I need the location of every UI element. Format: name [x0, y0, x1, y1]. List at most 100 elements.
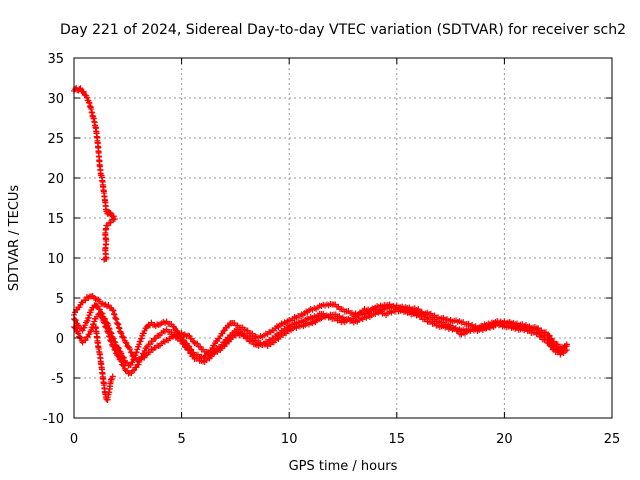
data-point: [88, 327, 95, 333]
data-point: [101, 316, 108, 323]
data-point: [115, 321, 122, 328]
data-point: [205, 351, 212, 357]
y-tick-label-8: 30: [47, 92, 64, 107]
data-point: [550, 342, 557, 349]
data-point: [546, 336, 553, 343]
data-point: [85, 314, 92, 321]
data-point: [101, 256, 108, 263]
data-point: [135, 343, 142, 350]
chart-title: Day 221 of 2024, Sidereal Day-to-day VTE…: [60, 22, 626, 38]
data-point: [147, 341, 154, 348]
data-point: [105, 322, 112, 329]
y-tick-label-7: 25: [47, 132, 64, 147]
data-point: [102, 255, 109, 262]
x-tick-labels: 0 5 10 15 20 25: [70, 432, 620, 447]
data-point: [542, 332, 549, 339]
y-tick-label-0: -10: [43, 412, 64, 427]
data-point: [120, 334, 127, 341]
data-points: [71, 84, 570, 403]
data-point: [110, 307, 117, 314]
data-point: [105, 302, 112, 309]
data-point: [139, 353, 146, 360]
data-point: [109, 307, 116, 313]
series-early-dip: [92, 323, 116, 403]
data-point: [106, 325, 113, 332]
data-point: [108, 330, 115, 337]
data-point: [126, 346, 133, 353]
y-tick-label-3: 5: [56, 292, 64, 307]
data-point: [112, 339, 119, 346]
plot-frame: [73, 57, 613, 419]
data-point: [115, 345, 122, 352]
data-point: [563, 341, 570, 348]
data-point: [96, 306, 103, 313]
data-point: [118, 330, 125, 337]
data-point: [71, 316, 78, 323]
data-point: [82, 337, 89, 344]
data-point: [110, 310, 117, 317]
data-point: [109, 373, 116, 380]
data-point: [77, 85, 84, 92]
data-point: [120, 354, 127, 361]
data-point: [133, 349, 140, 356]
data-point: [118, 350, 125, 357]
data-point: [147, 349, 154, 356]
data-point: [114, 320, 121, 327]
data-point: [116, 325, 123, 332]
data-point: [186, 343, 193, 350]
data-point: [118, 358, 125, 365]
data-point: [111, 338, 118, 345]
y-tick-label-1: -5: [51, 372, 64, 387]
y-axis-label: SDTVAR / TECUs: [7, 185, 22, 292]
data-point: [75, 330, 82, 337]
data-point: [188, 346, 195, 353]
data-point: [109, 335, 116, 341]
data-point: [120, 334, 127, 341]
data-point: [115, 324, 122, 331]
x-tick-label-1: 5: [177, 432, 185, 447]
data-point: [180, 337, 187, 344]
data-point: [111, 311, 118, 318]
data-point: [110, 335, 117, 342]
data-point: [137, 338, 144, 345]
data-point: [120, 354, 127, 361]
axis-ticks: [73, 57, 613, 419]
data-point: [123, 340, 130, 347]
x-tick-label-5: 25: [604, 432, 621, 447]
y-tick-label-4: 10: [47, 252, 64, 267]
data-point: [114, 344, 121, 351]
data-point: [138, 335, 145, 342]
x-tick-label-3: 15: [389, 432, 406, 447]
data-point: [107, 329, 114, 336]
y-tick-label-6: 20: [47, 172, 64, 187]
data-point: [220, 328, 227, 335]
data-point: [107, 210, 114, 217]
data-point: [122, 339, 129, 346]
y-tick-label-5: 15: [47, 212, 64, 227]
data-point: [98, 310, 105, 317]
x-tick-label-0: 0: [70, 432, 78, 447]
series-track-c: [71, 301, 570, 369]
data-point: [80, 88, 87, 95]
data-point: [113, 316, 120, 323]
x-tick-label-4: 20: [496, 432, 513, 447]
data-point: [71, 324, 78, 331]
data-point: [83, 94, 90, 101]
y-tick-label-2: 0: [56, 332, 64, 347]
data-point: [131, 355, 138, 361]
data-point: [84, 317, 91, 324]
data-point: [101, 315, 108, 322]
data-point: [127, 349, 134, 356]
data-point: [109, 343, 116, 349]
data-point: [86, 312, 93, 319]
data-point: [77, 334, 84, 341]
data-point: [106, 209, 113, 216]
data-point: [106, 325, 113, 332]
y-tick-label-9: 35: [47, 52, 64, 67]
data-point: [114, 352, 121, 359]
data-point: [174, 328, 181, 335]
data-point: [136, 341, 143, 348]
series-early-high-arc: [71, 84, 118, 263]
data-point: [132, 352, 139, 359]
data-point: [178, 334, 185, 341]
